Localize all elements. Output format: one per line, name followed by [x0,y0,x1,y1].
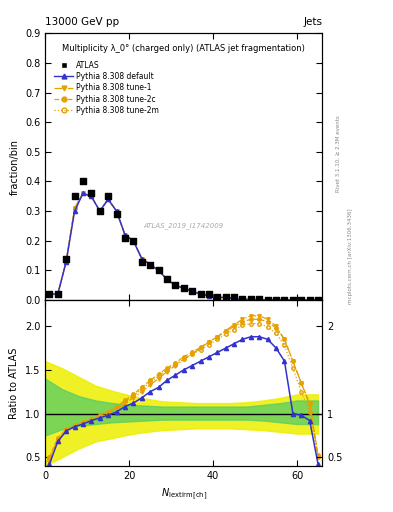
Point [239,294,246,303]
Text: mcplots.cern.ch [arXiv:1306.3436]: mcplots.cern.ch [arXiv:1306.3436] [348,208,353,304]
Point [63,254,69,263]
Point [222,293,229,301]
Y-axis label: fraction/bin: fraction/bin [9,139,19,195]
Point [181,284,187,292]
Point [139,258,145,266]
Point [147,261,153,269]
Point [72,192,78,200]
Point [273,296,279,304]
Legend: ATLAS, Pythia 8.308 default, Pythia 8.308 tune-1, Pythia 8.308 tune-2c, Pythia 8: ATLAS, Pythia 8.308 default, Pythia 8.30… [52,58,162,117]
Point [114,210,120,218]
Point [315,296,321,304]
Point [155,266,162,274]
Point [256,295,263,304]
X-axis label: $N_{\mathrm{lextirm[ch]}}$: $N_{\mathrm{lextirm[ch]}}$ [161,486,207,502]
Point [55,290,61,298]
Point [281,296,288,304]
Point [231,293,237,301]
Point [122,233,128,242]
Point [290,296,296,304]
Point [197,290,204,298]
Text: Multiplicity λ_0° (charged only) (ATLAS jet fragmentation): Multiplicity λ_0° (charged only) (ATLAS … [62,44,305,53]
Point [172,281,178,289]
Point [189,287,195,295]
Text: 13000 GeV pp: 13000 GeV pp [45,16,119,27]
Point [130,237,136,245]
Point [80,177,86,185]
Point [105,192,111,200]
Point [97,207,103,215]
Text: ATLAS_2019_I1742009: ATLAS_2019_I1742009 [143,222,224,229]
Point [46,290,53,298]
Point [264,296,271,304]
Point [206,290,212,298]
Text: Rivet 3.1.10, ≥ 2.3M events: Rivet 3.1.10, ≥ 2.3M events [336,115,341,192]
Point [164,275,170,284]
Point [214,293,220,301]
Point [307,296,313,304]
Text: Jets: Jets [303,16,322,27]
Point [298,296,305,304]
Y-axis label: Ratio to ATLAS: Ratio to ATLAS [9,347,19,419]
Point [248,295,254,303]
Point [88,189,95,198]
